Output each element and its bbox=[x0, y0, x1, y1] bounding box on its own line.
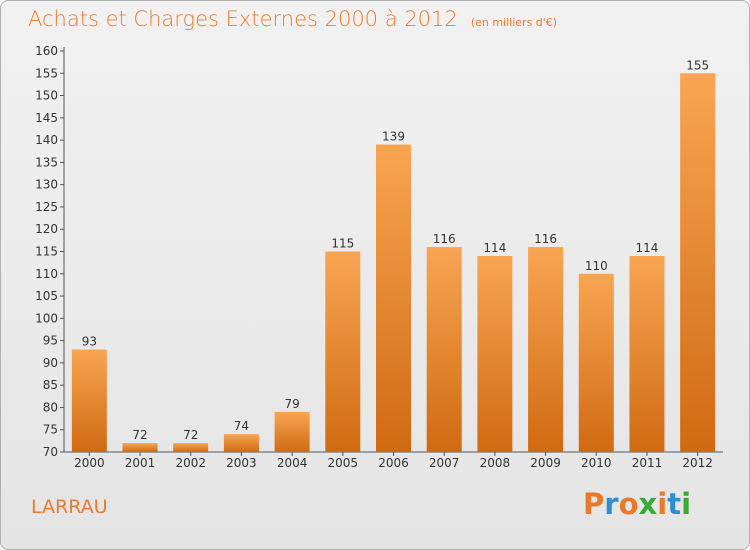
chart-title-unit: (en milliers d'€) bbox=[470, 16, 558, 29]
x-tick-label-2006: 2006 bbox=[378, 456, 409, 470]
logo-letter: x bbox=[638, 487, 658, 521]
bar-value-label-2012: 155 bbox=[686, 58, 709, 72]
y-tick-label: 110 bbox=[35, 267, 58, 281]
y-tick-label: 85 bbox=[43, 378, 58, 392]
bar-value-label-2002: 72 bbox=[183, 428, 198, 442]
y-tick-label: 80 bbox=[43, 400, 58, 414]
y-tick-label: 125 bbox=[35, 200, 58, 214]
y-tick-label: 135 bbox=[35, 155, 58, 169]
y-tick-label: 90 bbox=[43, 356, 58, 370]
bar-2007 bbox=[426, 247, 462, 452]
bar-value-label-2004: 79 bbox=[284, 397, 299, 411]
bar-value-label-2000: 93 bbox=[82, 335, 97, 349]
bar-value-label-2006: 139 bbox=[382, 130, 405, 144]
bar-2003 bbox=[223, 434, 259, 452]
bar-2011 bbox=[629, 255, 665, 452]
x-tick-label-2002: 2002 bbox=[175, 456, 206, 470]
bar-2012 bbox=[680, 73, 716, 453]
y-tick-label: 155 bbox=[35, 66, 58, 80]
x-tick-label-2010: 2010 bbox=[581, 456, 612, 470]
bar-2009 bbox=[528, 247, 564, 452]
bar-2010 bbox=[578, 273, 614, 452]
chart-title-main: Achats et Charges Externes 2000 à 2012 bbox=[28, 7, 458, 31]
bar-value-label-2008: 114 bbox=[483, 241, 506, 255]
bar-2004 bbox=[274, 411, 310, 452]
bar-value-label-2003: 74 bbox=[234, 419, 249, 433]
bar-2000 bbox=[71, 349, 107, 452]
x-tick-label-2004: 2004 bbox=[277, 456, 308, 470]
y-tick-label: 160 bbox=[35, 44, 58, 58]
bar-value-label-2009: 116 bbox=[534, 232, 557, 246]
bar-2008 bbox=[477, 255, 513, 452]
x-tick-label-2012: 2012 bbox=[682, 456, 713, 470]
y-tick-label: 150 bbox=[35, 89, 58, 103]
x-tick-label-2011: 2011 bbox=[632, 456, 663, 470]
bar-2002 bbox=[173, 443, 209, 452]
chart-bars bbox=[71, 73, 716, 453]
bar-value-label-2005: 115 bbox=[331, 237, 354, 251]
x-tick-label-2009: 2009 bbox=[530, 456, 561, 470]
bar-value-label-2011: 114 bbox=[636, 241, 659, 255]
y-tick-label: 95 bbox=[43, 334, 58, 348]
x-tick-label-2001: 2001 bbox=[125, 456, 156, 470]
y-tick-label: 105 bbox=[35, 289, 58, 303]
x-tick-label-2005: 2005 bbox=[328, 456, 359, 470]
bar-2001 bbox=[122, 443, 158, 452]
y-tick-label: 100 bbox=[35, 311, 58, 325]
proxiti-logo: Proxiti bbox=[583, 487, 691, 521]
location-label: LARRAU bbox=[31, 496, 108, 518]
y-tick-label: 120 bbox=[35, 222, 58, 236]
x-tick-label-2003: 2003 bbox=[226, 456, 257, 470]
logo-letter: i bbox=[657, 487, 668, 521]
y-tick-label: 130 bbox=[35, 178, 58, 192]
y-tick-label: 75 bbox=[43, 423, 58, 437]
chart-axes: 70 75 80 85 90 95 100 105 110 115 120 125 130 135 140 1… bbox=[35, 44, 723, 459]
logo-letter: i bbox=[681, 487, 692, 521]
bar-value-label-2001: 72 bbox=[132, 428, 147, 442]
y-tick-label: 140 bbox=[35, 133, 58, 147]
chart-labels: 93 2000 72 2001 72 2002 74 2003 79 2004 115 2005 139… bbox=[74, 58, 713, 470]
x-tick-label-2007: 2007 bbox=[429, 456, 460, 470]
bar-2005 bbox=[325, 251, 361, 452]
bar-value-label-2007: 116 bbox=[433, 232, 456, 246]
chart-title: Achats et Charges Externes 2000 à 2012 (… bbox=[28, 7, 557, 31]
x-tick-label-2008: 2008 bbox=[480, 456, 511, 470]
logo-letter: r bbox=[604, 487, 619, 521]
bar-2006 bbox=[376, 144, 411, 453]
y-tick-label: 145 bbox=[35, 111, 58, 125]
bar-value-label-2010: 110 bbox=[585, 259, 608, 273]
y-tick-label: 70 bbox=[43, 445, 58, 459]
logo-letter: t bbox=[667, 487, 682, 521]
x-tick-label-2000: 2000 bbox=[74, 456, 105, 470]
logo-letter: o bbox=[618, 487, 639, 521]
logo-letter: P bbox=[583, 487, 605, 521]
y-tick-label: 115 bbox=[35, 245, 58, 259]
